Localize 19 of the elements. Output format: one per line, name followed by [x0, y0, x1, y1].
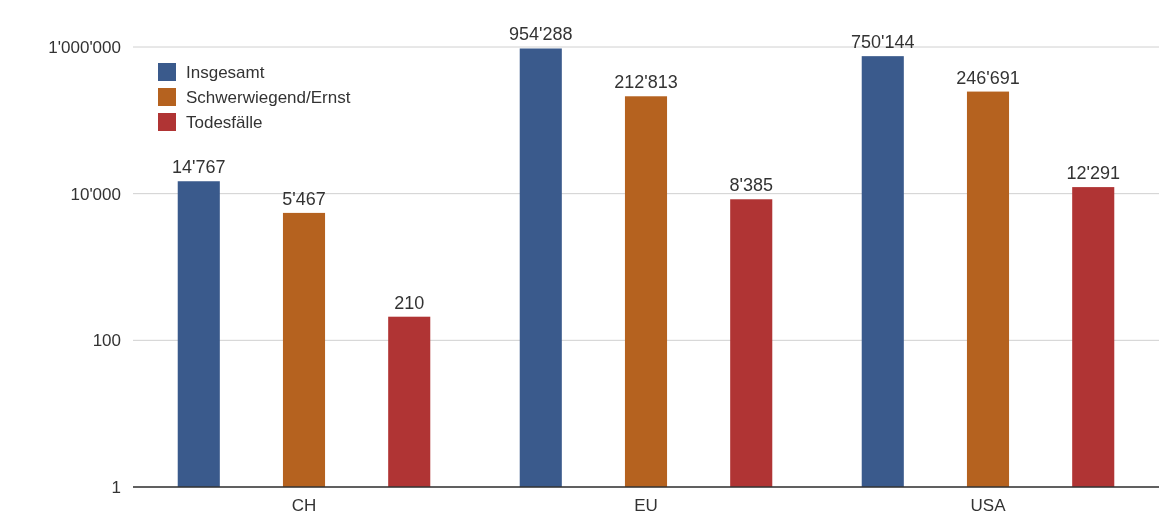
y-tick-label: 1'000'000 [48, 37, 121, 57]
data-label: 750'144 [851, 32, 915, 53]
data-label: 5'467 [282, 188, 326, 209]
y-tick-label: 100 [92, 331, 121, 351]
legend-label: Todesfälle [186, 112, 263, 132]
legend-label: Schwerwiegend/Ernst [186, 87, 351, 107]
data-label: 212'813 [614, 72, 678, 93]
x-tick-label: EU [634, 496, 658, 515]
data-label: 12'291 [1066, 163, 1120, 184]
y-tick-label: 1 [111, 477, 121, 497]
data-label: 8'385 [729, 175, 773, 196]
data-label: 954'288 [509, 24, 573, 45]
y-tick-label: 10'000 [70, 184, 121, 204]
x-tick-label: CH [291, 496, 317, 515]
data-label: 14'767 [172, 157, 226, 178]
legend-label: Insgesamt [186, 62, 265, 82]
x-tick-label: USA [970, 496, 1007, 515]
data-label: 210 [394, 292, 425, 313]
data-label: 246'691 [956, 67, 1020, 88]
